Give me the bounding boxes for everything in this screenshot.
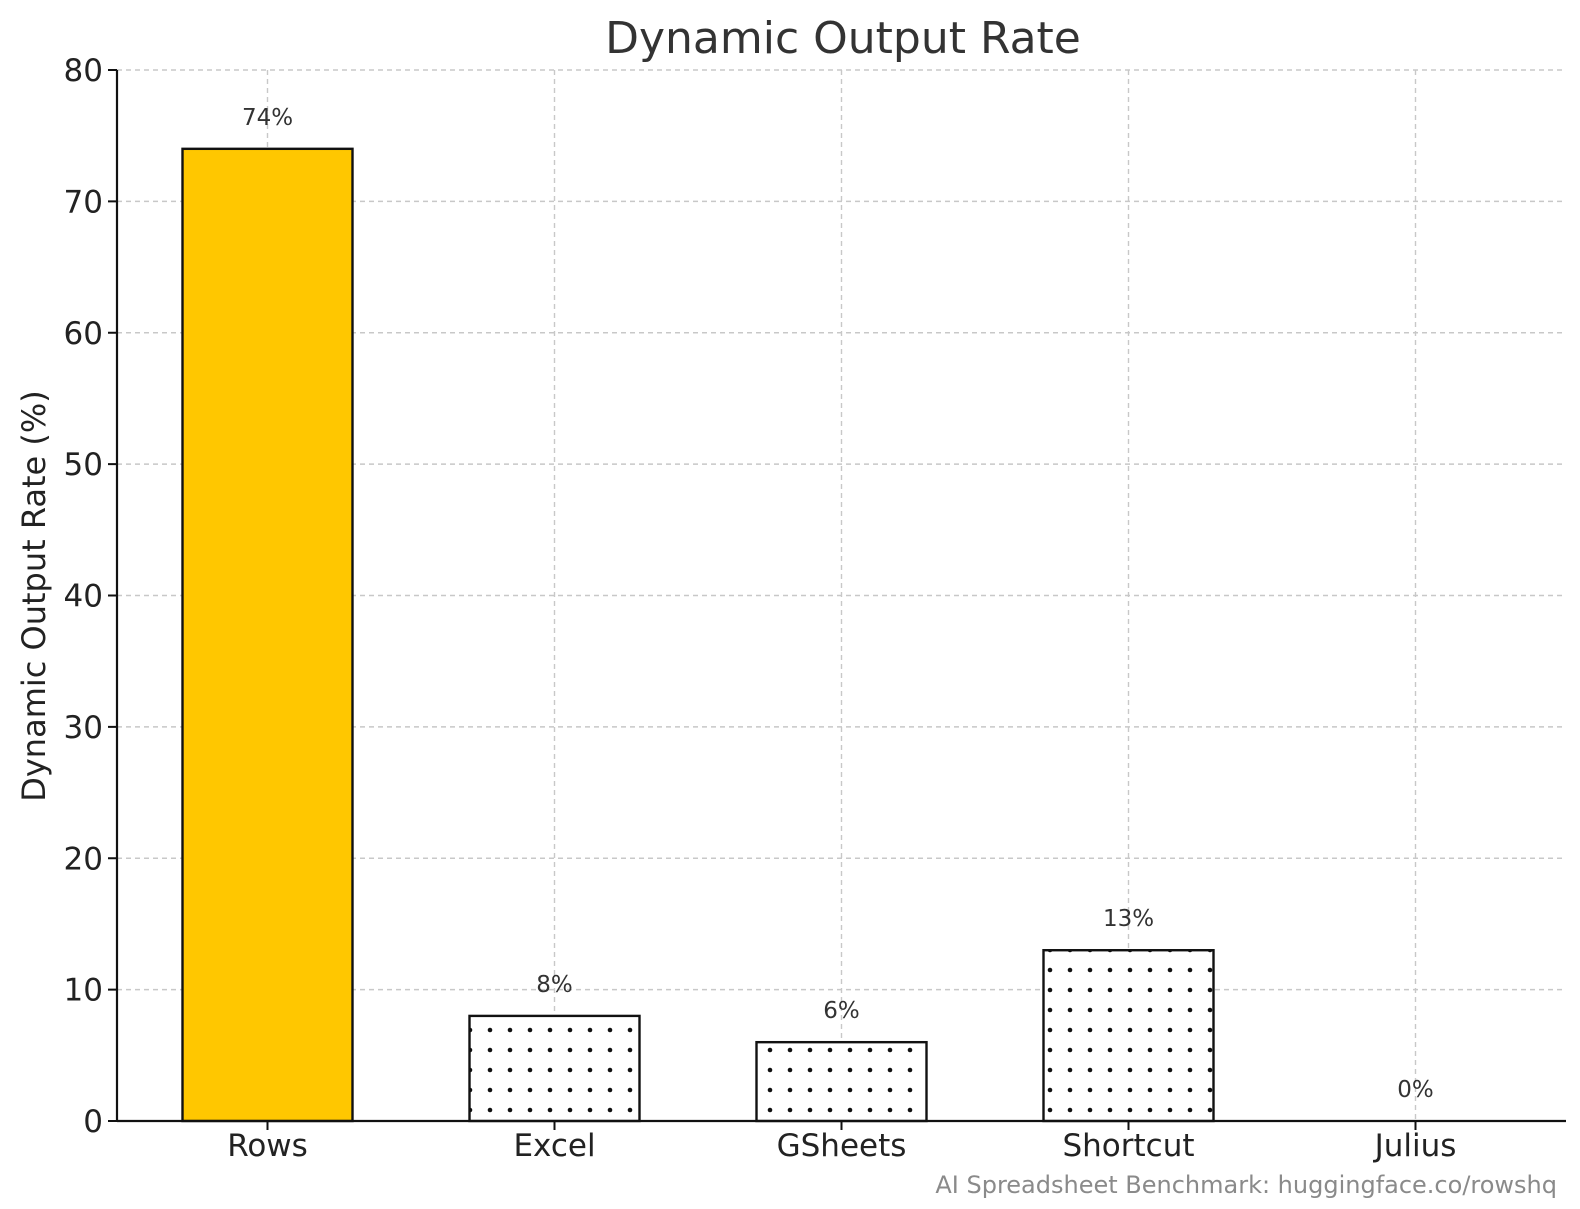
x-tick-label-shortcut: Shortcut — [1062, 1128, 1194, 1164]
data-label-shortcut: 13% — [1103, 906, 1154, 932]
y-ticks: 0 10 20 30 40 50 60 70 80 — [64, 53, 117, 1140]
x-ticks: Rows Excel GSheets Shortcut Julius — [227, 1121, 1456, 1164]
bar-excel — [468, 1014, 641, 1123]
x-tick-label-julius: Julius — [1373, 1128, 1457, 1164]
chart-title: Dynamic Output Rate — [605, 13, 1081, 64]
bars — [181, 147, 1215, 1123]
x-tick-label-gsheets: GSheets — [777, 1128, 907, 1164]
bar-rows — [181, 147, 354, 1123]
y-tick-label: 50 — [64, 447, 103, 483]
y-tick-label: 40 — [64, 579, 103, 615]
data-label-rows: 74% — [242, 105, 293, 131]
x-tick-label-excel: Excel — [513, 1128, 595, 1164]
y-tick-label: 30 — [64, 710, 103, 746]
y-tick-label: 80 — [64, 53, 103, 89]
y-tick-label: 10 — [64, 973, 103, 1009]
y-tick-label: 70 — [64, 184, 103, 220]
y-axis-label: Dynamic Output Rate (%) — [15, 390, 53, 802]
bar-shortcut — [1042, 949, 1215, 1123]
data-labels: 74% 8% 6% 13% 0% — [242, 105, 1434, 1103]
y-tick-label: 0 — [83, 1104, 103, 1140]
y-tick-label: 60 — [64, 316, 103, 352]
bar-gsheets — [755, 1040, 928, 1123]
data-label-gsheets: 6% — [823, 998, 860, 1024]
x-tick-label-rows: Rows — [227, 1128, 308, 1164]
source-footer: AI Spreadsheet Benchmark: huggingface.co… — [935, 1171, 1557, 1199]
data-label-excel: 8% — [536, 972, 573, 998]
y-tick-label: 20 — [64, 841, 103, 877]
data-label-julius: 0% — [1397, 1077, 1434, 1103]
